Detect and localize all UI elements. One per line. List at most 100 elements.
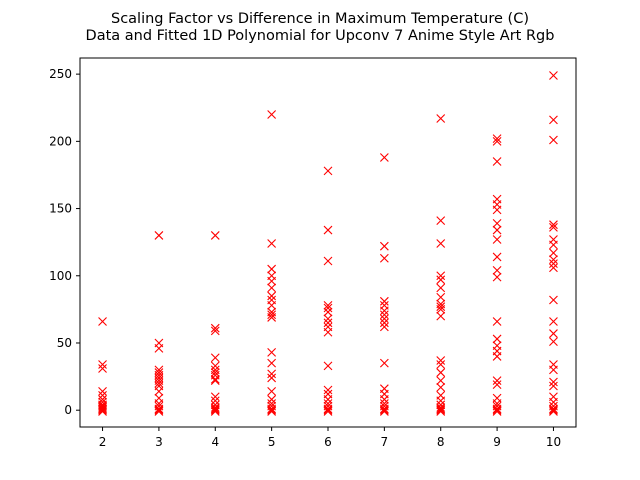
data-point bbox=[492, 352, 502, 361]
data-points bbox=[98, 71, 558, 416]
chart-title-line-2: Data and Fitted 1D Polynomial for Upconv… bbox=[86, 28, 555, 44]
y-tick-label: 150 bbox=[49, 202, 72, 216]
data-point bbox=[267, 348, 277, 357]
data-point bbox=[436, 304, 446, 314]
data-point bbox=[549, 259, 558, 269]
data-point bbox=[323, 300, 333, 310]
data-point bbox=[492, 205, 502, 215]
data-point bbox=[154, 404, 164, 414]
data-point bbox=[492, 136, 502, 146]
data-point bbox=[267, 283, 277, 293]
data-point bbox=[210, 403, 220, 412]
data-point bbox=[267, 291, 277, 301]
data-point bbox=[549, 248, 558, 258]
data-point bbox=[549, 337, 558, 347]
data-point bbox=[492, 157, 502, 166]
y-tick-label: 50 bbox=[57, 336, 72, 350]
data-point bbox=[98, 403, 107, 412]
data-point bbox=[436, 360, 446, 369]
data-point bbox=[492, 380, 502, 390]
data-point bbox=[267, 369, 277, 379]
data-point bbox=[323, 307, 333, 317]
data-point bbox=[267, 239, 277, 248]
data-point bbox=[267, 404, 277, 414]
data-point bbox=[379, 241, 389, 251]
data-point bbox=[549, 317, 558, 326]
data-point bbox=[154, 386, 164, 396]
data-point bbox=[436, 239, 446, 248]
data-point bbox=[492, 235, 502, 244]
data-point bbox=[154, 405, 164, 415]
data-point bbox=[492, 405, 502, 415]
data-point bbox=[379, 407, 389, 416]
data-point bbox=[492, 404, 502, 414]
data-point bbox=[323, 385, 333, 395]
data-point bbox=[549, 263, 558, 273]
data-point bbox=[436, 356, 446, 365]
data-point bbox=[323, 318, 333, 328]
data-point bbox=[549, 407, 558, 416]
x-tick-label: 4 bbox=[211, 435, 219, 449]
data-point bbox=[323, 225, 333, 235]
data-point bbox=[98, 405, 107, 415]
data-point bbox=[154, 343, 164, 353]
data-point bbox=[98, 317, 107, 326]
data-point bbox=[267, 395, 277, 404]
data-point bbox=[323, 327, 333, 337]
x-tick-label: 10 bbox=[546, 435, 561, 449]
chart-title-line-1: Scaling Factor vs Difference in Maximum … bbox=[111, 11, 529, 27]
data-point bbox=[210, 404, 220, 414]
data-point bbox=[549, 222, 558, 232]
data-point bbox=[549, 397, 558, 407]
data-point bbox=[549, 405, 558, 415]
data-point bbox=[210, 407, 220, 416]
data-point bbox=[267, 276, 277, 286]
y-tick-label: 100 bbox=[49, 269, 72, 283]
data-point bbox=[323, 404, 333, 414]
data-point bbox=[323, 407, 333, 416]
data-point bbox=[210, 231, 220, 240]
data-point bbox=[210, 374, 220, 384]
data-point bbox=[436, 405, 446, 415]
data-point bbox=[379, 153, 389, 162]
x-tick-label: 5 bbox=[268, 435, 276, 449]
data-point bbox=[154, 231, 164, 240]
data-point bbox=[98, 360, 107, 369]
x-tick-label: 9 bbox=[493, 435, 501, 449]
data-point bbox=[98, 407, 107, 416]
data-point bbox=[98, 386, 107, 396]
data-point bbox=[492, 225, 502, 235]
data-point bbox=[210, 396, 220, 406]
data-point bbox=[436, 216, 446, 226]
data-point bbox=[323, 395, 333, 404]
data-point bbox=[492, 317, 502, 326]
data-point bbox=[379, 296, 389, 306]
data-point bbox=[549, 377, 558, 387]
data-point bbox=[379, 310, 389, 320]
data-point bbox=[154, 378, 164, 388]
data-point bbox=[436, 292, 446, 302]
data-point bbox=[267, 110, 277, 119]
y-tick-label: 250 bbox=[49, 67, 72, 81]
data-point bbox=[492, 272, 502, 282]
data-point bbox=[436, 368, 446, 377]
data-point bbox=[549, 365, 558, 375]
data-point bbox=[549, 329, 558, 338]
data-point bbox=[492, 376, 502, 386]
data-point bbox=[549, 115, 558, 125]
data-point bbox=[436, 275, 446, 285]
data-point bbox=[379, 404, 389, 414]
data-point bbox=[549, 135, 558, 145]
x-tick-label: 8 bbox=[437, 435, 445, 449]
data-point bbox=[436, 407, 446, 416]
data-point bbox=[379, 358, 389, 368]
data-point bbox=[436, 376, 446, 386]
data-point bbox=[267, 264, 277, 274]
data-point bbox=[549, 381, 558, 391]
data-point bbox=[436, 114, 446, 123]
data-point bbox=[210, 405, 220, 415]
data-point bbox=[549, 71, 558, 80]
x-tick-label: 6 bbox=[324, 435, 332, 449]
